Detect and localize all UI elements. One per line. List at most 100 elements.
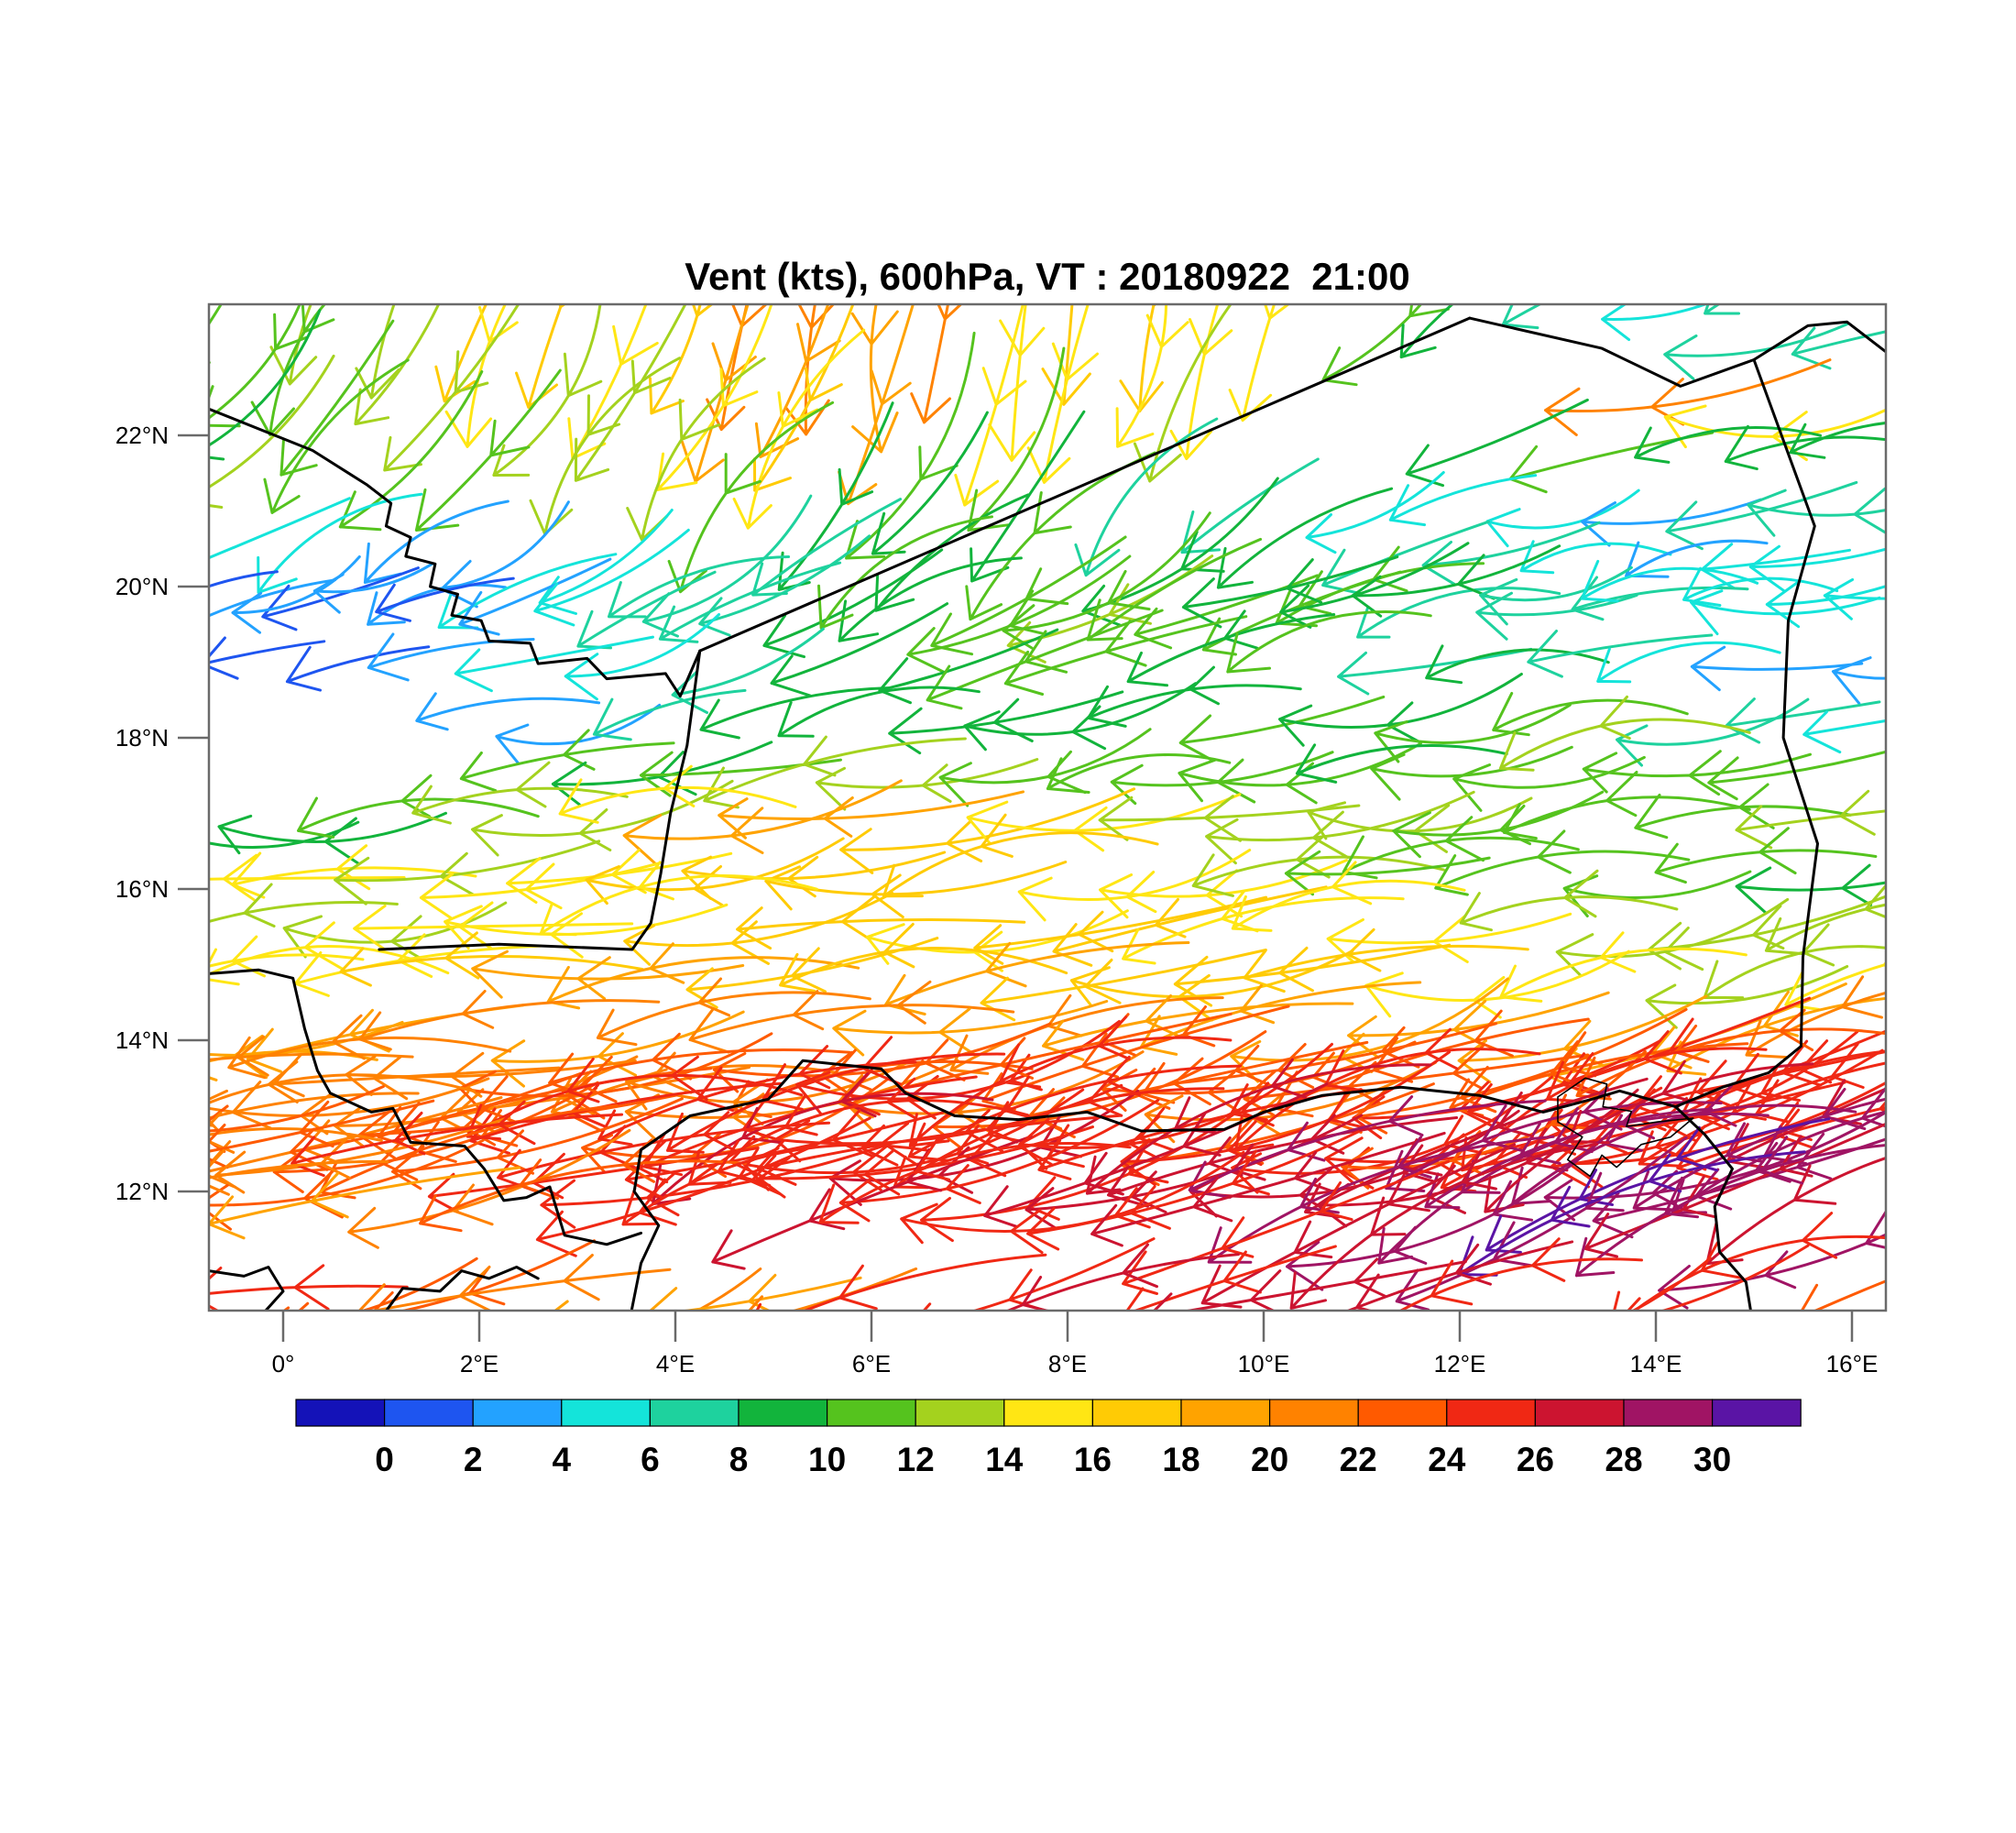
wind-arrow [411,761,629,825]
wind-arrow [967,346,1066,532]
wind-arrow [1321,304,1450,387]
wind-arrow [1596,641,1781,684]
wind-arrow [1126,609,1336,687]
wind-arrow [1645,965,1849,1029]
wind-arrow [1784,960,1886,1011]
wind-arrow [1492,692,1689,737]
colorbar-segment [1180,1399,1271,1427]
wind-arrow [1178,742,1422,805]
wind-arrow [592,688,747,741]
plot-frame [207,302,1888,1312]
wind-arrow [973,895,1268,965]
wind-arrow [1392,790,1605,859]
wind-arrow [585,837,845,906]
colorbar-label: 28 [1605,1441,1642,1478]
wind-arrow [1307,796,1533,853]
colorbar-label: 4 [553,1441,572,1478]
wind-arrow [1666,990,1886,1076]
wind-arrow [347,1128,631,1249]
x-tick-label: 8°E [1048,1350,1087,1377]
wind-arrow [1690,645,1864,692]
wind-arrow [770,602,949,697]
colorbar-label: 26 [1517,1441,1554,1478]
wind-arrow [209,1099,435,1169]
wind-arrow [1347,991,1610,1059]
wind-arrow [980,949,1267,1022]
wind-arrow [363,499,509,584]
x-tick-label: 0° [272,1350,295,1377]
wind-arrow [596,977,871,1047]
colorbar-label: 16 [1074,1441,1112,1478]
wind-arrow [1234,1027,1541,1152]
plot-frame-group [178,302,1888,1342]
wind-arrow [1434,829,1691,896]
colorbar-segment [1003,1399,1094,1427]
wind-arrow [574,304,687,482]
border-line [384,1266,540,1311]
wind-arrow [711,1135,1033,1270]
wind-arrow [1002,511,1211,650]
wind-arrow [458,557,612,636]
wind-arrow [506,849,733,904]
colorbar-label: 22 [1340,1441,1377,1478]
wind-arrow [1707,750,1886,801]
colorbar: 0 2 4 6 8 10 12 14 16 18 20 22 24 26 28 30 [295,1399,1802,1478]
wind-arrow [312,562,434,614]
wind-arrow [699,686,890,740]
wind-arrow [732,328,866,530]
colorbar-label: 6 [641,1441,660,1478]
wind-arrow [1764,883,1886,956]
wind-arrow [1231,861,1466,932]
wind-arrow [753,304,855,492]
wind-arrow [1735,863,1886,915]
wind-arrow [209,1077,490,1136]
wind-arrow [209,309,322,461]
wind-arrow [1119,304,1164,412]
wind-arrow [688,980,1015,1054]
wind-arrow [209,1020,404,1080]
border-line [209,1266,285,1311]
wind-arrow [458,1032,773,1120]
wind-arrow [1634,783,1852,840]
wind-arrow [1370,745,1573,801]
wind-arrow [1122,1159,1451,1295]
wind-arrow [1122,890,1405,965]
x-tick-label: 10°E [1238,1350,1290,1377]
colorbar-segment [915,1399,1005,1427]
wind-arrow [1342,816,1580,880]
wind-arrow [459,729,675,793]
wind-arrow [1724,424,1886,471]
wind-arrow [1115,304,1189,448]
colorbar-segment [1623,1399,1714,1427]
wind-arrow [567,304,659,460]
colorbar-label: 2 [464,1441,483,1478]
wind-arrow [209,883,399,927]
wind-arrow [1831,656,1886,705]
wind-arrow [1550,1048,1884,1189]
wind-arrow [1800,1279,1886,1311]
wind-arrow [357,1254,672,1311]
wind-arrow [1499,931,1748,1003]
wind-arrow [419,862,661,920]
x-tick-label: 4°E [656,1350,695,1377]
wind-arrow [1425,644,1610,685]
wind-arrow [795,1020,1121,1120]
wind-arrow [1090,1131,1446,1247]
wind-arrow [1042,994,1354,1061]
wind-arrow [922,1237,1156,1311]
wind-arrow [1289,1143,1599,1310]
wind-arrow [1574,1136,1886,1278]
y-tick-label: 16°N [115,875,169,903]
wind-arrow [1580,559,1759,603]
chart-title: Vent (kts), 600hPa, VT : 20180922 21:00 [685,255,1410,298]
wind-arrow [231,555,361,634]
colorbar-label: 24 [1428,1441,1466,1478]
wind-arrow [954,304,1027,507]
wind-arrow [338,370,484,532]
wind-arrow [1216,487,1394,589]
wind-arrow [983,1082,1329,1229]
wind-arrow [1457,1150,1806,1277]
border-line [209,407,702,698]
wind-arrow [391,1097,684,1191]
